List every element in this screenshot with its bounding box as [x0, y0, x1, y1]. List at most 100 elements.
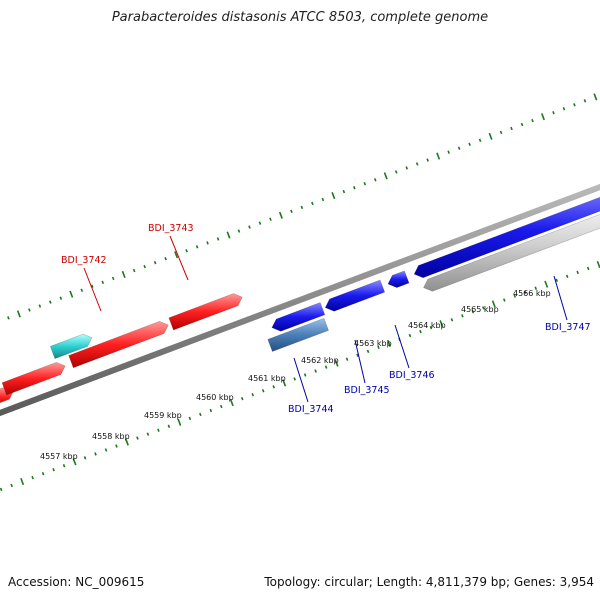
scale-tick	[124, 438, 129, 446]
scale-tick	[20, 477, 25, 486]
scale-label: 4563 kbp	[354, 339, 392, 348]
scale-tick	[439, 320, 444, 328]
scale-tick	[520, 122, 524, 127]
scale-label: 4566 kbp	[513, 289, 551, 298]
gene-bdi-3748[interactable]	[423, 197, 600, 292]
gene-bdi-3745[interactable]	[324, 279, 386, 312]
scale-tick	[143, 264, 146, 269]
gene-labels: BDI_3742 BDI_3743 BDI_3744 BDI_3745 BDI_3746…	[61, 223, 591, 415]
scale-tick	[199, 412, 202, 417]
scale-tick	[69, 290, 74, 298]
scale-tick	[531, 118, 534, 123]
gene-bdi-3743[interactable]	[168, 293, 243, 331]
scale-tick	[429, 325, 433, 330]
scale-tick	[261, 389, 265, 393]
scale-tick	[471, 310, 475, 314]
gene-label-bdi-3742[interactable]: BDI_3742	[61, 255, 107, 266]
leader-line	[553, 275, 568, 321]
gene-bdi-3742[interactable]	[68, 321, 169, 369]
scale-tick	[0, 487, 3, 492]
scale-ticks-reverse	[0, 260, 600, 492]
scale-tick	[167, 424, 171, 428]
scale-tick	[555, 278, 558, 282]
map-title: Parabacteroides distasonis ATCC 8503, co…	[111, 10, 489, 25]
scale-labels: 4557 kbp 4558 kbp 4559 kbp 4560 kbp 4561 kbp…	[40, 289, 551, 461]
gene-label-bdi-3746[interactable]: BDI_3746	[389, 370, 435, 381]
scale-tick	[303, 373, 307, 377]
scale-tick	[300, 205, 304, 210]
scale-tick	[174, 251, 179, 259]
scale-tick	[62, 464, 66, 468]
scale-label: 4561 kbp	[248, 374, 286, 383]
gene-bdi-3744[interactable]	[271, 302, 326, 332]
scale-tick	[38, 304, 42, 308]
scale-tick	[216, 237, 220, 241]
scale-tick	[447, 150, 450, 154]
gene-label-bdi-3747[interactable]: BDI_3747	[545, 322, 591, 333]
scale-tick	[185, 249, 188, 253]
scale-tick	[478, 138, 482, 143]
backbone-line	[0, 183, 600, 417]
accession-label: Accession:	[8, 575, 72, 589]
scale-tick	[72, 458, 77, 466]
scale-tick	[461, 314, 464, 318]
gene-label-bdi-3745[interactable]: BDI_3745	[344, 385, 390, 396]
scale-tick	[41, 471, 45, 476]
scale-tick	[482, 306, 485, 310]
scale-tick	[334, 359, 339, 367]
pseudogene-bdi-3744[interactable]	[267, 317, 329, 352]
gene-bdi-3746[interactable]	[387, 270, 410, 288]
scale-tick	[394, 170, 398, 174]
scale-tick	[503, 298, 506, 302]
scale-tick	[491, 300, 496, 308]
gene-label-bdi-3743[interactable]: BDI_3743	[148, 223, 194, 234]
gene-label-bdi-3744[interactable]: BDI_3744	[288, 404, 334, 415]
scale-tick	[321, 197, 325, 202]
scale-tick	[272, 385, 275, 389]
scale-tick	[121, 270, 126, 279]
topology-info: Topology: circular; Length: 4,811,379 bp…	[264, 575, 594, 589]
scale-tick	[596, 260, 600, 269]
scale-tick	[282, 379, 287, 387]
scale-tick	[468, 142, 471, 146]
rna-feature[interactable]	[49, 333, 93, 359]
scale-tick	[576, 270, 579, 275]
scale-tick	[457, 146, 461, 150]
scale-tick	[405, 166, 408, 170]
scale-ticks-forward	[7, 93, 598, 320]
scale-tick	[220, 404, 223, 409]
scale-tick	[573, 103, 576, 107]
scale-tick	[363, 182, 367, 186]
scale-tick	[383, 172, 388, 180]
scale-tick	[206, 241, 209, 245]
gene-bdi-3741[interactable]	[1, 362, 66, 396]
scale-tick	[94, 452, 97, 456]
scale-tick	[49, 300, 52, 304]
scale-tick	[111, 276, 115, 281]
scale-tick	[373, 178, 377, 182]
scale-tick	[52, 467, 55, 472]
scale-tick	[353, 185, 356, 190]
scale-tick	[226, 231, 231, 239]
gene-bdi-3747[interactable]	[413, 182, 600, 279]
scale-tick	[251, 393, 255, 397]
leader-line	[169, 235, 189, 281]
scale-tick	[83, 456, 87, 460]
scale-tick	[90, 284, 94, 288]
scale-tick	[28, 308, 31, 312]
scale-label: 4562 kbp	[301, 356, 339, 365]
scale-tick	[565, 274, 569, 279]
scale-tick	[552, 111, 555, 115]
scale-tick	[59, 296, 63, 300]
scale-label: 4560 kbp	[196, 393, 234, 402]
scale-tick	[450, 318, 454, 322]
scale-tick	[188, 416, 192, 421]
scale-tick	[248, 225, 251, 229]
scale-tick	[153, 260, 157, 265]
scale-tick	[269, 217, 272, 221]
genome-backbone	[0, 183, 600, 417]
scale-tick	[366, 349, 370, 354]
scale-tick	[164, 257, 167, 261]
scale-tick	[209, 408, 213, 413]
